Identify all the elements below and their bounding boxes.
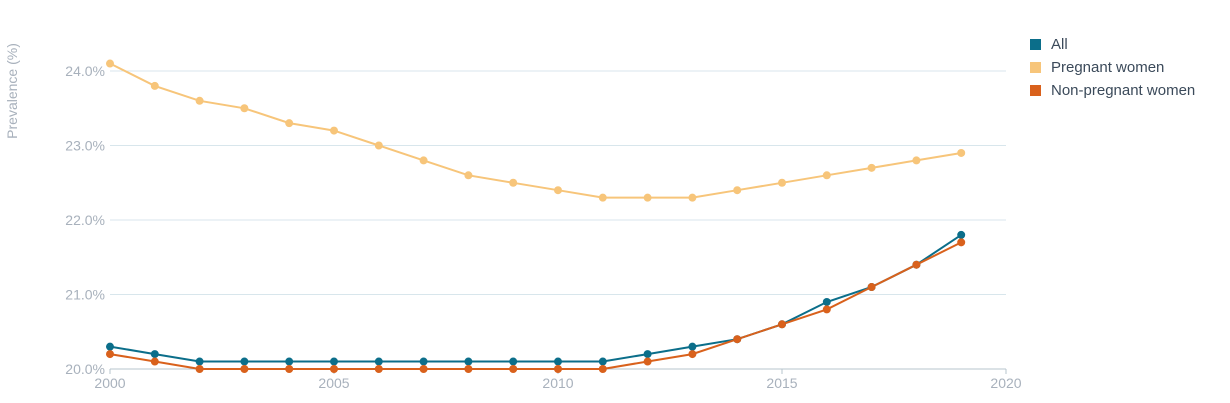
legend-item-non-pregnant-women[interactable]: Non-pregnant women (1030, 79, 1195, 102)
data-point-non-pregnant-women[interactable] (867, 283, 876, 292)
y-tick-label: 24.0% (65, 63, 105, 79)
data-point-pregnant-women[interactable] (733, 186, 742, 195)
x-tick-label: 2020 (990, 375, 1021, 391)
series-line-all (109, 234, 962, 363)
axes: 20.0% 21.0% 22.0% 23.0% 24.0% 2000 2005 2010 201… (65, 63, 1021, 391)
data-point-all[interactable] (598, 357, 607, 366)
data-point-all[interactable] (330, 357, 338, 366)
data-point-all[interactable] (150, 350, 159, 359)
data-point-all[interactable] (643, 350, 652, 359)
data-point-non-pregnant-women[interactable] (822, 305, 831, 314)
data-point-pregnant-women[interactable] (643, 193, 652, 202)
data-point-pregnant-women[interactable] (464, 171, 473, 180)
series-points (106, 59, 966, 373)
data-point-non-pregnant-women[interactable] (554, 365, 562, 373)
data-point-non-pregnant-women[interactable] (643, 357, 652, 366)
legend-swatch (1030, 85, 1041, 96)
data-point-pregnant-women[interactable] (554, 186, 562, 195)
legend-item-all[interactable]: All (1030, 33, 1195, 56)
data-point-pregnant-women[interactable] (106, 59, 114, 68)
data-point-pregnant-women[interactable] (867, 163, 876, 172)
x-tick-label: 2015 (766, 375, 797, 391)
data-point-non-pregnant-women[interactable] (598, 365, 607, 373)
data-point-all[interactable] (195, 357, 204, 366)
data-point-non-pregnant-women[interactable] (374, 365, 383, 373)
data-point-pregnant-women[interactable] (150, 81, 159, 90)
data-point-non-pregnant-women[interactable] (509, 365, 518, 373)
y-tick-label: 20.0% (65, 361, 105, 377)
data-point-pregnant-women[interactable] (688, 193, 697, 202)
data-point-pregnant-women[interactable] (912, 156, 921, 165)
data-point-all[interactable] (464, 357, 473, 366)
data-point-pregnant-women[interactable] (778, 178, 786, 187)
data-point-non-pregnant-women[interactable] (106, 350, 114, 359)
data-point-all[interactable] (106, 342, 114, 351)
legend-item-pregnant-women[interactable]: Pregnant women (1030, 56, 1195, 79)
data-point-pregnant-women[interactable] (598, 193, 607, 202)
data-point-all[interactable] (509, 357, 518, 366)
legend-swatch (1030, 39, 1041, 50)
data-point-non-pregnant-women[interactable] (285, 365, 294, 373)
data-point-non-pregnant-women[interactable] (195, 365, 204, 373)
y-tick-label: 23.0% (65, 138, 105, 154)
data-point-all[interactable] (688, 342, 697, 351)
data-point-non-pregnant-women[interactable] (419, 365, 428, 373)
data-point-pregnant-women[interactable] (509, 178, 518, 187)
legend-swatch (1030, 62, 1041, 73)
data-point-non-pregnant-women[interactable] (912, 260, 921, 269)
data-point-pregnant-women[interactable] (195, 96, 204, 105)
y-tick-label: 21.0% (65, 287, 105, 303)
x-tick-label: 2005 (318, 375, 349, 391)
series-lines (109, 62, 962, 370)
legend-label: All (1051, 36, 1068, 53)
x-tick-label: 2000 (94, 375, 125, 391)
data-point-pregnant-women[interactable] (822, 171, 831, 180)
data-point-all[interactable] (374, 357, 383, 366)
data-point-pregnant-women[interactable] (957, 148, 966, 157)
series-line-pregnant-women (109, 62, 962, 199)
data-point-non-pregnant-women[interactable] (240, 365, 249, 373)
data-point-all[interactable] (822, 297, 831, 306)
legend-label: Non-pregnant women (1051, 82, 1196, 99)
data-point-pregnant-women[interactable] (240, 104, 249, 113)
data-point-all[interactable] (419, 357, 428, 366)
data-point-non-pregnant-women[interactable] (733, 335, 742, 344)
data-point-non-pregnant-women[interactable] (150, 357, 159, 366)
data-point-non-pregnant-women[interactable] (464, 365, 473, 373)
y-tick-label: 22.0% (65, 212, 105, 228)
series-line-non-pregnant-women (109, 241, 962, 370)
data-point-non-pregnant-women[interactable] (778, 320, 786, 329)
data-point-pregnant-women[interactable] (419, 156, 428, 165)
data-point-pregnant-women[interactable] (374, 141, 383, 150)
legend: All Pregnant women Non-pregnant women (1030, 33, 1195, 102)
data-point-all[interactable] (554, 357, 562, 366)
data-point-pregnant-women[interactable] (330, 126, 338, 135)
data-point-all[interactable] (285, 357, 294, 366)
data-point-non-pregnant-women[interactable] (330, 365, 338, 373)
x-tick-label: 2010 (542, 375, 573, 391)
y-axis-title: Prevalence (%) (4, 43, 20, 139)
data-point-non-pregnant-women[interactable] (688, 350, 697, 359)
data-point-all[interactable] (957, 230, 966, 239)
data-point-non-pregnant-women[interactable] (957, 238, 966, 247)
data-point-all[interactable] (240, 357, 249, 366)
data-point-pregnant-women[interactable] (285, 119, 294, 128)
legend-label: Pregnant women (1051, 59, 1165, 76)
